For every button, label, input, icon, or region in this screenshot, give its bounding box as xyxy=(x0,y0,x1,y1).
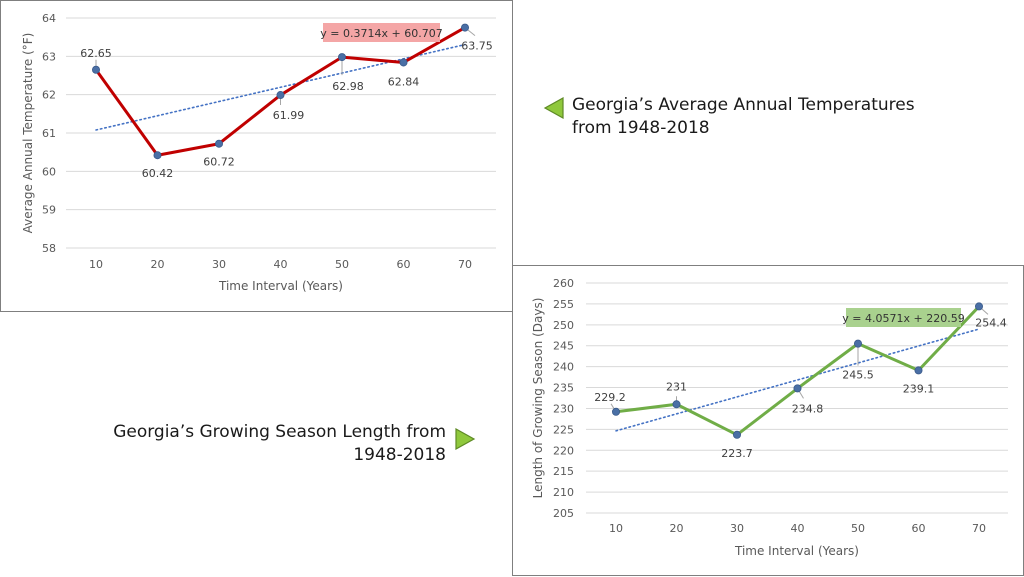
season-y-tick-label: 235 xyxy=(553,382,574,395)
season-data-label: 239.1 xyxy=(903,382,935,395)
temp-y-tick-label: 62 xyxy=(42,89,56,102)
temp-y-tick-label: 61 xyxy=(42,127,56,140)
season-data-point xyxy=(672,400,681,409)
temperature-chart: 58 59 60 61 62 63 64 10 20 30 40 50 60 70 Time Interva… xyxy=(0,0,513,312)
season-x-tick-label: 50 xyxy=(851,522,865,535)
season-data-label: 245.5 xyxy=(842,369,874,382)
season-y-tick-label: 215 xyxy=(553,465,574,478)
season-x-tick-label: 60 xyxy=(912,522,926,535)
temp-x-tick-label: 40 xyxy=(274,258,288,271)
season-y-tick-label: 205 xyxy=(553,507,574,520)
season-equation-box xyxy=(846,308,961,327)
growing-season-chart-svg: 205 210 215 220 225 230 235 240 245 250 255 260 10 20… xyxy=(531,277,1008,558)
season-data-point xyxy=(974,302,983,311)
temp-data-point xyxy=(337,53,346,62)
season-y-tick-label: 210 xyxy=(553,486,574,499)
season-data-point xyxy=(732,430,741,439)
temperature-caption: Georgia’s Average Annual Temperatures fr… xyxy=(572,95,915,138)
triangle-left-icon xyxy=(543,97,564,119)
temp-data-label: 63.75 xyxy=(461,40,493,53)
temp-y-tick-label: 63 xyxy=(42,50,56,63)
season-x-tick-label: 40 xyxy=(791,522,805,535)
temp-data-point xyxy=(276,91,285,100)
temp-x-tick-label: 70 xyxy=(458,258,472,271)
season-data-point xyxy=(793,384,802,393)
temp-data-label: 62.84 xyxy=(388,75,420,88)
season-data-label: 223.7 xyxy=(721,447,753,460)
temp-data-point xyxy=(92,65,101,74)
temp-trendline-equation: y = 0.3714x + 60.707 xyxy=(320,27,442,40)
temp-x-axis-title: Time Interval (Years) xyxy=(218,279,343,293)
temp-y-tick-label: 58 xyxy=(42,242,56,255)
season-trendline xyxy=(615,328,980,432)
season-data-point xyxy=(612,407,621,416)
season-x-tick-label: 10 xyxy=(609,522,623,535)
temp-data-label: 62.65 xyxy=(80,47,112,60)
season-data-label: 231 xyxy=(666,380,687,393)
season-x-axis-title: Time Interval (Years) xyxy=(734,544,859,558)
season-y-tick-label: 220 xyxy=(553,444,574,457)
temp-data-label: 61.99 xyxy=(273,109,305,122)
growing-season-caption: Georgia’s Growing Season Length from 194… xyxy=(113,422,446,465)
season-data-label: 254.4 xyxy=(975,316,1007,329)
temp-data-point xyxy=(460,23,469,32)
temp-x-tick-label: 60 xyxy=(397,258,411,271)
season-y-tick-label: 225 xyxy=(553,423,574,436)
triangle-right-icon xyxy=(455,428,476,450)
temp-x-tick-label: 50 xyxy=(335,258,349,271)
temp-y-tick-label: 59 xyxy=(42,204,56,217)
temp-y-tick-label: 60 xyxy=(42,165,56,178)
season-y-axis-title: Length of Growing Season (Days) xyxy=(531,298,545,499)
season-trendline-equation: y = 4.0571x + 220.59 xyxy=(842,312,964,325)
growing-season-chart: 205 210 215 220 225 230 235 240 245 250 255 260 10 20… xyxy=(512,265,1024,576)
season-data-label: 229.2 xyxy=(594,391,626,404)
temperature-chart-svg: 58 59 60 61 62 63 64 10 20 30 40 50 60 70 Time Interva… xyxy=(21,12,496,293)
season-y-tick-label: 245 xyxy=(553,340,574,353)
season-x-tick-label: 30 xyxy=(730,522,744,535)
season-data-point xyxy=(914,366,923,375)
season-y-tick-label: 255 xyxy=(553,298,574,311)
season-data-label: 234.8 xyxy=(792,402,824,415)
season-y-tick-label: 250 xyxy=(553,319,574,332)
season-data-point xyxy=(853,339,862,348)
temp-data-point xyxy=(153,151,162,160)
temp-data-label: 60.42 xyxy=(142,167,174,180)
season-y-tick-label: 260 xyxy=(553,277,574,290)
season-y-tick-label: 240 xyxy=(553,361,574,374)
temp-x-tick-label: 10 xyxy=(89,258,103,271)
temp-data-label: 60.72 xyxy=(203,156,235,169)
temp-data-label: 62.98 xyxy=(332,80,364,93)
temp-x-tick-label: 20 xyxy=(151,258,165,271)
temp-x-tick-label: 30 xyxy=(212,258,226,271)
temp-data-point xyxy=(214,139,223,148)
temp-equation-box xyxy=(323,23,440,42)
season-y-tick-label: 230 xyxy=(553,402,574,415)
season-x-tick-label: 70 xyxy=(972,522,986,535)
temp-y-axis-title: Average Annual Temperature (°F) xyxy=(21,33,35,234)
temp-y-tick-label: 64 xyxy=(42,12,56,25)
temp-data-point xyxy=(399,58,408,67)
season-x-tick-label: 20 xyxy=(670,522,684,535)
